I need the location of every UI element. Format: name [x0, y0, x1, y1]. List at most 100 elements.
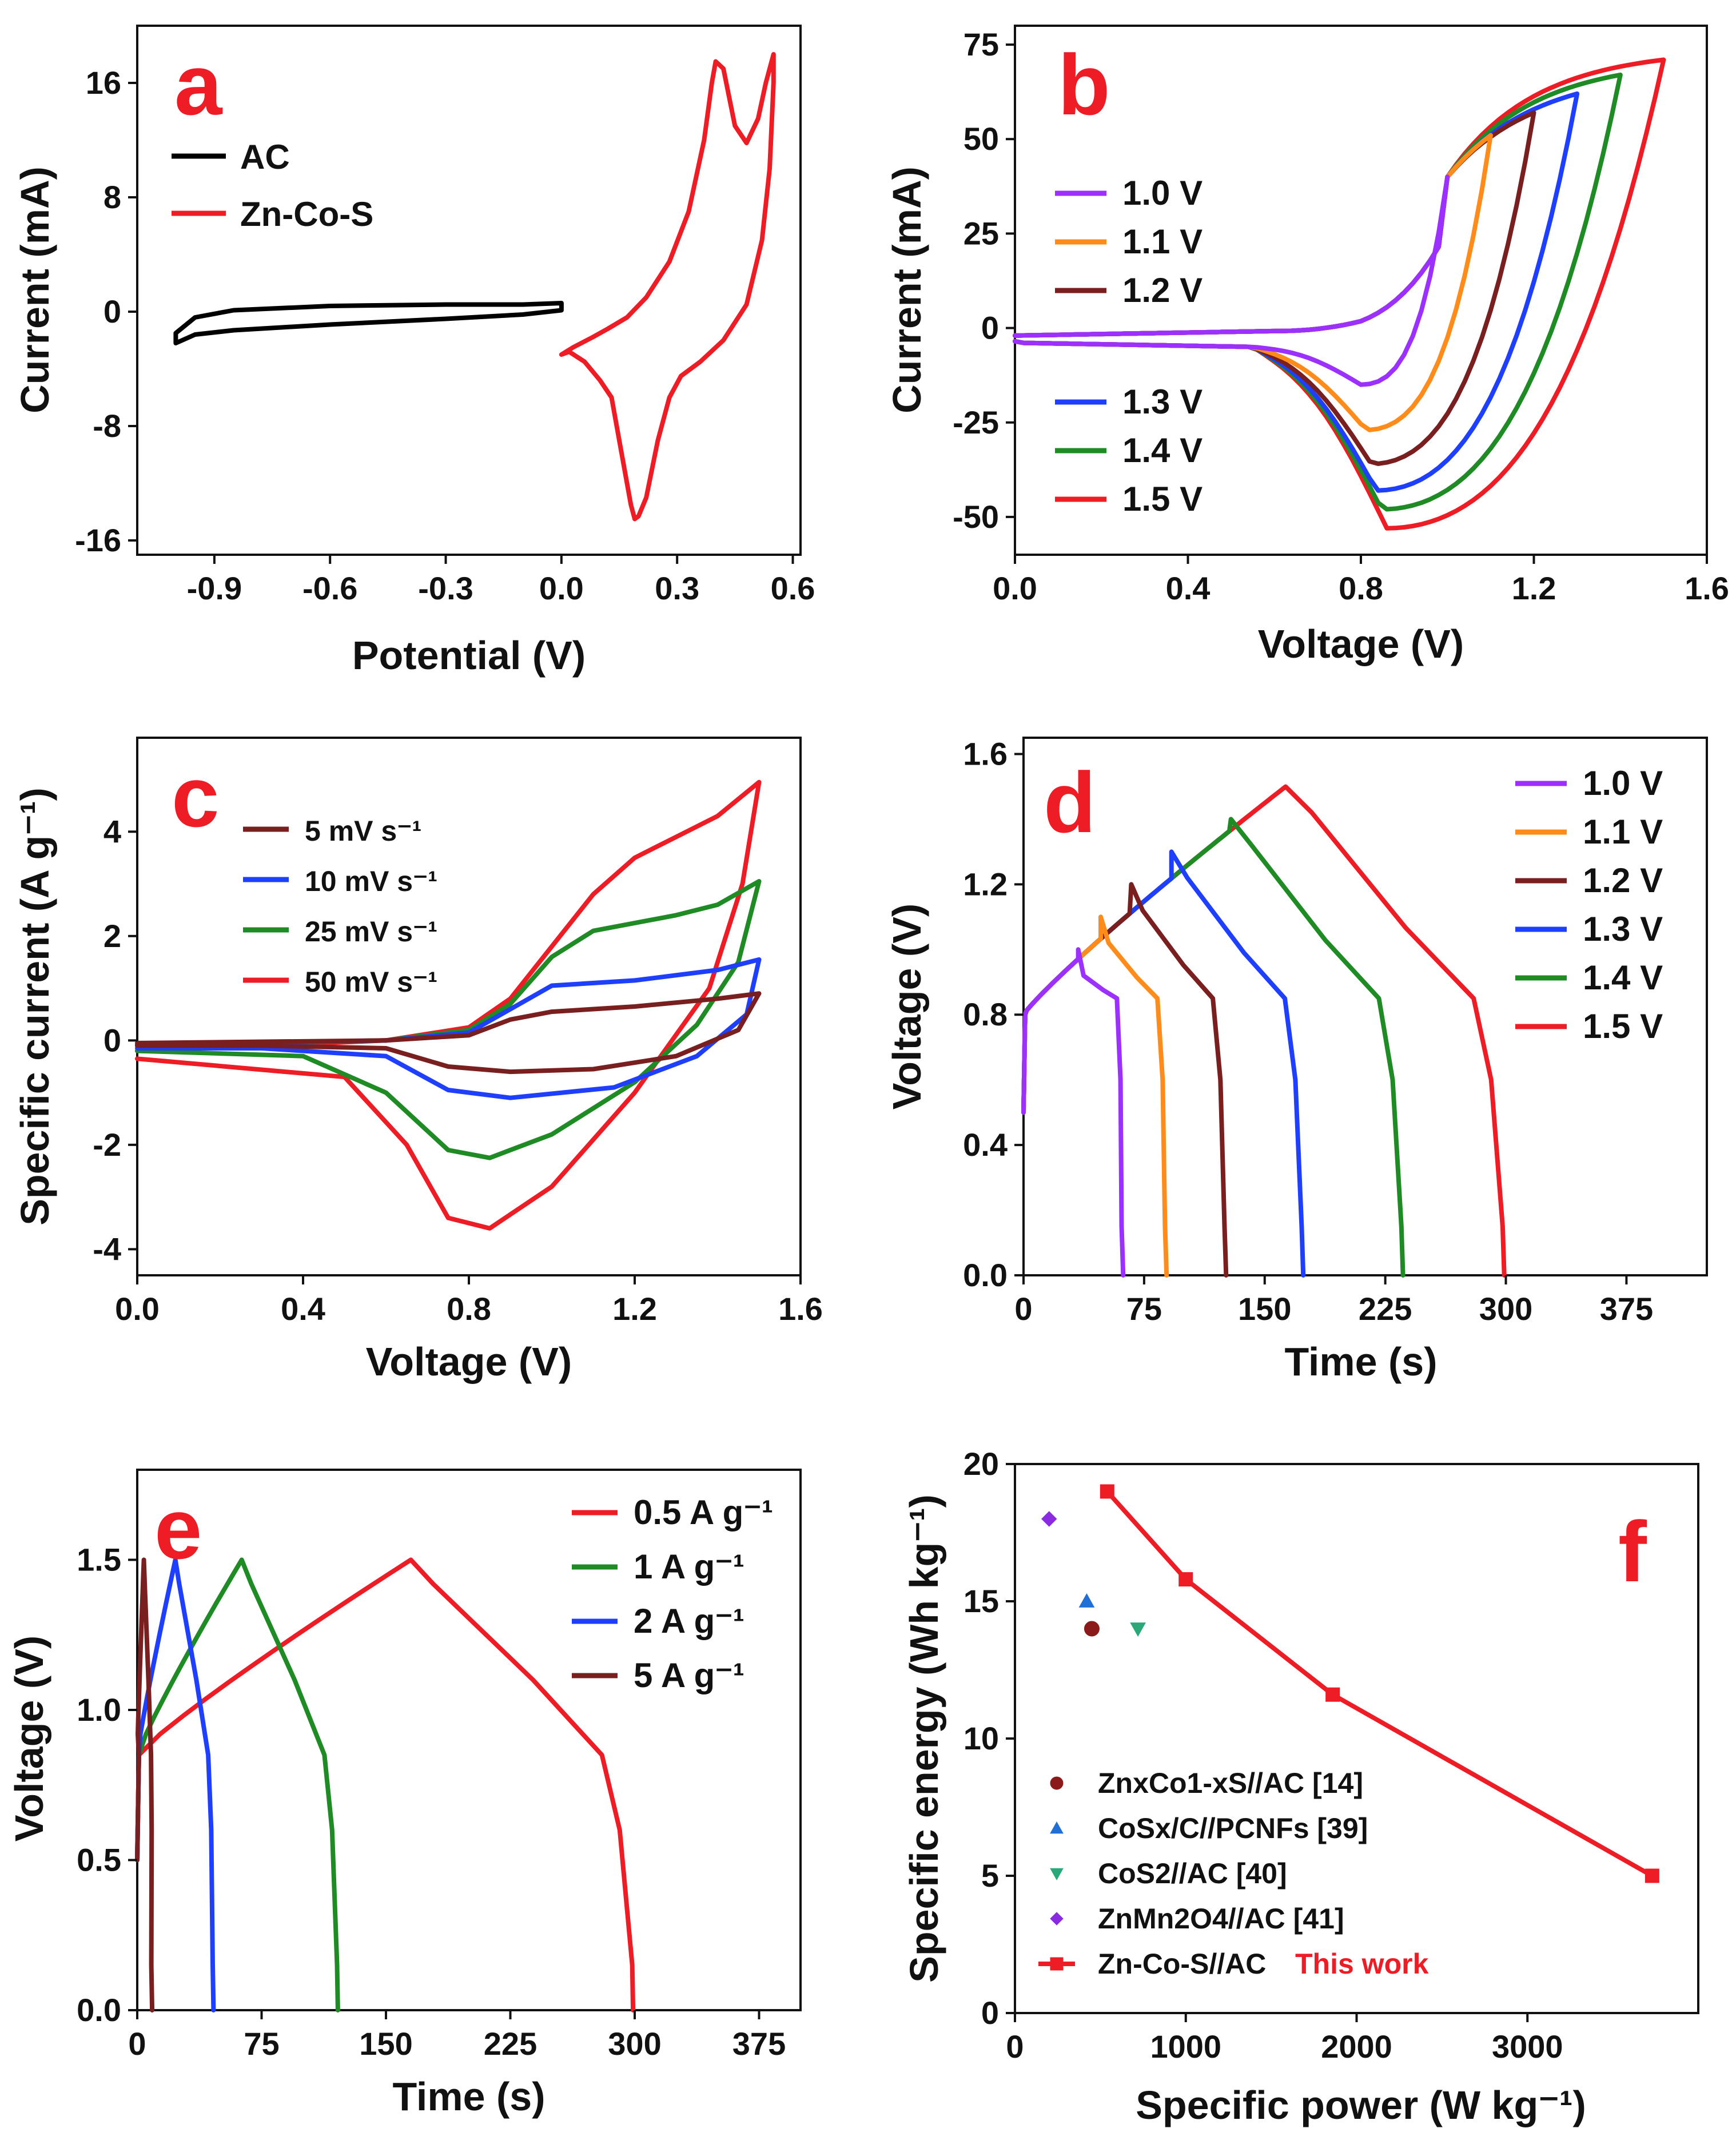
- panel-d-ytick-label: 0.8: [963, 996, 1008, 1032]
- legend-c-25-mv-s-label: 25 mV s⁻¹: [305, 916, 437, 948]
- legend-d-1-5-v-label: 1.5 V: [1583, 1007, 1663, 1045]
- legend-f-znmn2o4-ac-41-marker: [1050, 1912, 1064, 1926]
- panel-a-series: [173, 52, 776, 522]
- panel-b-legend: 1.0 V 1.1 V 1.2 V 1.3 V 1.4 V 1.5 V: [1055, 174, 1203, 518]
- series-znxco1-xs-ac-14-point: [1084, 1621, 1100, 1637]
- panel-e-xtick-label: 300: [608, 2026, 661, 2062]
- panel-c-ytick-label: 0: [103, 1022, 121, 1058]
- panel-c-series: [135, 779, 762, 1231]
- legend-c-5-mv-s-label: 5 mV s⁻¹: [305, 815, 421, 847]
- legend-f-cos2-ac-40-label: CoS2//AC [40]: [1098, 1857, 1287, 1890]
- legend-f-znmn2o4-ac-41-label: ZnMn2O4//AC [41]: [1098, 1903, 1344, 1935]
- panel-e-xlabel: Time (s): [392, 2074, 545, 2119]
- series-10-mv-s-curve: [135, 957, 762, 1100]
- panel-d-xtick-label: 150: [1238, 1291, 1291, 1327]
- panel-c-xlabel: Voltage (V): [366, 1339, 572, 1384]
- panel-b-letter: b: [1058, 37, 1110, 133]
- panel-c-ytick-label: -4: [93, 1231, 121, 1267]
- panel-b-ytick-label: 0: [981, 310, 999, 346]
- panel-a-xtick-label: 0.3: [655, 570, 699, 606]
- panel-b-series: [1013, 57, 1666, 531]
- panel-c-xtick-label: 0.8: [447, 1291, 491, 1327]
- panel-f-letter: f: [1618, 1503, 1647, 1600]
- panel-c-ticks: 0.0 0.4 0.8 1.2 1.6 -4 -2 0 2 4: [93, 813, 823, 1327]
- series-1-0-v-curve: [1021, 947, 1126, 1278]
- panel-c-xtick-label: 0.0: [115, 1291, 160, 1327]
- panel-a-ytick-label: 16: [86, 65, 121, 101]
- panel-c-xtick-label: 1.2: [612, 1291, 657, 1327]
- panel-a-letter: a: [174, 37, 223, 133]
- panel-a-ylabel: Current (mA): [13, 166, 57, 413]
- series-2-a-g-curve: [135, 1557, 216, 2012]
- legend-d-1-2-v-label: 1.2 V: [1583, 861, 1663, 900]
- series-50-mv-s-curve: [135, 779, 762, 1231]
- panel-f-ticks: 0 1000 2000 3000 0 5 10 15 20: [963, 1446, 1563, 2065]
- legend-d-1-3-v-label: 1.3 V: [1583, 910, 1663, 948]
- legend-f-zn-co-s-ac-label: Zn-Co-S//AC: [1098, 1948, 1266, 1980]
- legend-f-cosx-c-pcnfs-39-marker: [1050, 1821, 1064, 1834]
- legend-f-cosx-c-pcnfs-39-label: CoSx/C//PCNFs [39]: [1098, 1812, 1368, 1844]
- panel-a-ytick-label: -8: [93, 408, 121, 444]
- panel-b-xlabel: Voltage (V): [1258, 622, 1464, 666]
- legend-ac-label: AC: [240, 138, 290, 176]
- panel-b-xtick-label: 0.4: [1166, 570, 1211, 606]
- panel-b-ytick-label: 50: [963, 121, 999, 157]
- panel-b-ytick-label: -25: [953, 404, 999, 440]
- panel-f-ytick-label: 10: [963, 1720, 999, 1756]
- series-zn-co-s-ac-point: [1100, 1484, 1114, 1499]
- panel-a-legend: AC Zn-Co-S: [172, 138, 373, 233]
- series-zn-co-s-ac-point: [1325, 1687, 1340, 1702]
- panel-e-xtick-label: 225: [484, 2026, 537, 2062]
- panel-f: 0 1000 2000 3000 0 5 10 15 20 f ZnxCo1-xS//AC [1…: [902, 1446, 1699, 2127]
- series-5-mv-s-curve: [135, 991, 762, 1075]
- legend-d-1-4-v-label: 1.4 V: [1583, 958, 1663, 997]
- panel-b-xtick-label: 0.0: [993, 570, 1037, 606]
- panel-d-letter: d: [1044, 754, 1096, 850]
- series-ac-curve: [173, 301, 564, 345]
- series-znmn2o4-ac-41-point: [1041, 1511, 1057, 1527]
- panel-c: 0.0 0.4 0.8 1.2 1.6 -4 -2 0 2 4 c 5 mV s⁻¹ 10 mV s…: [13, 737, 823, 1384]
- panel-f-ytick-label: 15: [963, 1583, 999, 1619]
- panel-e-ytick-label: 1.0: [77, 1692, 121, 1728]
- panel-a-xtick-label: 0.0: [539, 570, 584, 606]
- panel-d-xtick-label: 225: [1359, 1291, 1412, 1327]
- panel-d-xlabel: Time (s): [1284, 1339, 1437, 1384]
- panel-e-ticks: 0 75 150 225 300 375 0.0 0.5 1.0 1.5: [77, 1542, 786, 2062]
- legend-c-10-mv-s-label: 10 mV s⁻¹: [305, 865, 437, 897]
- panel-c-frame: [136, 737, 802, 1276]
- panel-b-ytick-label: 25: [963, 215, 999, 251]
- panel-b-ylabel: Current (mA): [885, 166, 929, 413]
- panel-d-ytick-label: 1.2: [963, 866, 1008, 902]
- panel-d-ylabel: Voltage (V): [885, 904, 929, 1109]
- panel-d-ytick-label: 1.6: [963, 735, 1008, 771]
- legend-f-cos2-ac-40-marker: [1050, 1868, 1064, 1881]
- panel-f-ylabel: Specific energy (Wh kg⁻¹): [902, 1494, 946, 1983]
- panel-a-ticks: -0.9 -0.6 -0.3 0.0 0.3 0.6 -16 -8 0 8 16: [75, 65, 815, 606]
- panel-b-xtick-label: 1.6: [1685, 570, 1729, 606]
- legend-f-this-work-note: This work: [1295, 1948, 1429, 1980]
- series-zn-co-s-ac-point: [1645, 1868, 1659, 1883]
- series-zn-co-s-ac-line: [1105, 1489, 1655, 1878]
- panel-c-ylabel: Specific current (A g⁻¹): [13, 787, 57, 1226]
- series-zn-co-s-curve: [559, 52, 776, 522]
- panel-a: -0.9 -0.6 -0.3 0.0 0.3 0.6 -16 -8 0 8 16 a AC Zn-C…: [13, 25, 815, 678]
- series-cos2-ac-40-point: [1130, 1622, 1146, 1637]
- legend-b-1-0-v-label: 1.0 V: [1122, 174, 1203, 212]
- legend-b-1-4-v-label: 1.4 V: [1122, 431, 1203, 470]
- panel-c-letter: c: [172, 749, 219, 845]
- panel-f-ytick-label: 5: [981, 1857, 999, 1894]
- panel-e-ytick-label: 0.0: [77, 1992, 121, 2028]
- series-zn-co-s-ac-point: [1178, 1572, 1193, 1587]
- panel-c-legend: 5 mV s⁻¹ 10 mV s⁻¹ 25 mV s⁻¹ 50 mV s⁻¹: [243, 815, 437, 998]
- panel-e-xtick-label: 375: [732, 2026, 786, 2062]
- panel-f-series: [1041, 1484, 1659, 1883]
- series-25-mv-s-curve: [135, 879, 762, 1160]
- panel-f-xtick-label: 1000: [1150, 2028, 1221, 2065]
- panel-a-xtick-label: -0.9: [187, 570, 242, 606]
- panel-c-ytick-label: 4: [103, 813, 121, 849]
- legend-b-1-2-v-label: 1.2 V: [1122, 271, 1203, 309]
- panel-b-ticks: 0.0 0.4 0.8 1.2 1.6 -50 -25 0 25 50 75: [953, 26, 1729, 606]
- series-0-5-a-g-curve: [135, 1557, 636, 2012]
- legend-e-5-a-g-label: 5 A g⁻¹: [634, 1656, 744, 1694]
- series-5-a-g-curve: [135, 1557, 155, 2012]
